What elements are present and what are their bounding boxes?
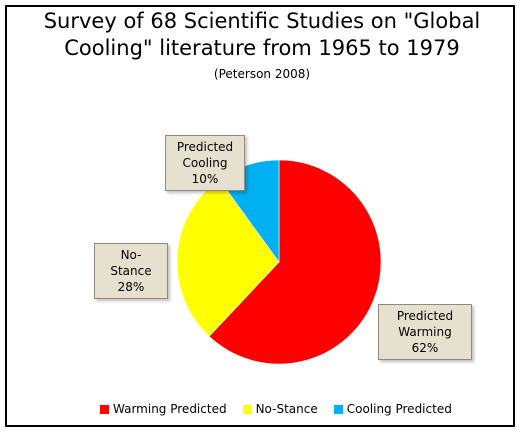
callout-warming-line-2: Warming 62%: [398, 325, 452, 355]
legend-swatch-no-stance: [242, 404, 252, 414]
legend-swatch-cooling: [333, 404, 343, 414]
legend-label-cooling: Cooling Predicted: [346, 402, 452, 416]
pie-slice-warming: [208, 159, 382, 365]
callout-no-stance-line-1: No-Stance: [110, 248, 152, 278]
callout-cooling-predicted: Predicted Cooling 10%: [165, 135, 245, 191]
callout-cooling-line-1: Predicted: [176, 140, 234, 154]
legend-item-cooling: Cooling Predicted: [333, 402, 452, 416]
chart-title: Survey of 68 Scientific Studies on "Glob…: [0, 8, 524, 62]
legend-label-no-stance: No-Stance: [255, 402, 318, 416]
callout-no-stance: No-Stance 28%: [94, 243, 168, 299]
legend-swatch-warming: [100, 404, 109, 414]
callout-warming-predicted: Predicted Warming 62%: [378, 304, 472, 360]
callout-no-stance-line-2: 28%: [117, 280, 145, 294]
chart-subtitle: (Peterson 2008): [213, 67, 311, 81]
chart-title-line-1: Survey of 68 Scientific Studies on "Glob…: [43, 9, 481, 33]
legend-label-warming: Warming Predicted: [113, 402, 227, 416]
legend: Warming Predicted No-Stance Cooling Pred…: [100, 402, 452, 416]
legend-item-no-stance: No-Stance: [242, 402, 318, 416]
callout-warming-line-1: Predicted: [396, 309, 454, 323]
pie-slice-no-stance: [176, 179, 280, 337]
chart-title-line-2: Cooling" literature from 1965 to 1979: [64, 36, 460, 60]
legend-item-warming: Warming Predicted: [100, 402, 227, 416]
callout-cooling-line-2: Cooling 10%: [182, 156, 228, 186]
